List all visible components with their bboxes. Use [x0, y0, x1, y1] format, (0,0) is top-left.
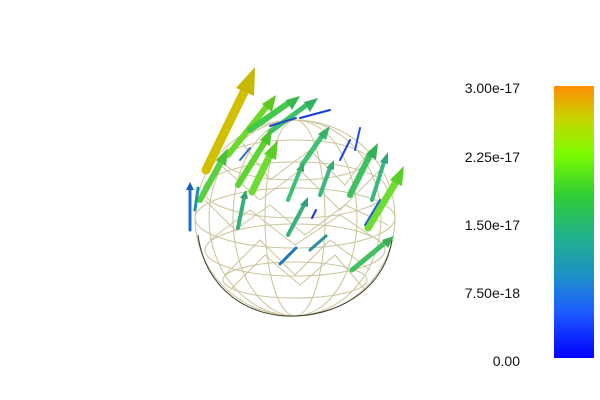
arrow-glyph	[248, 140, 278, 196]
glyph-arrows	[186, 67, 404, 273]
arrow-glyph	[299, 126, 330, 168]
arrow-glyph	[286, 197, 308, 237]
arrow-glyph	[247, 96, 300, 133]
color-bar	[554, 86, 594, 358]
arrow-glyph	[347, 143, 378, 198]
arrow-glyph	[339, 139, 351, 161]
arrow-glyph	[299, 109, 331, 119]
arrow-glyph	[193, 186, 200, 212]
arrow-glyph	[201, 67, 255, 175]
arrow-glyph	[349, 236, 394, 273]
arrow-glyph	[235, 128, 272, 188]
arrow-glyph	[267, 98, 318, 135]
arrow-glyph	[278, 246, 298, 266]
arrow-glyph	[286, 162, 304, 202]
arrow-glyph	[197, 148, 228, 203]
color-bar-tick-max: 3.00e-17	[464, 80, 520, 96]
arrow-glyph	[311, 209, 317, 219]
color-bar-tick-mid: 1.50e-17	[464, 217, 520, 233]
arrow-glyph	[308, 234, 328, 252]
color-bar-tick-lower: 7.50e-18	[464, 285, 520, 301]
color-bar-tick-upper: 2.25e-17	[464, 149, 520, 165]
arrow-glyph	[269, 117, 297, 127]
arrow-glyph	[364, 166, 404, 232]
sphere-outline	[197, 234, 393, 317]
arrow-glyph	[370, 152, 388, 202]
color-bar-tick-min: 0.00	[492, 353, 520, 369]
arrow-glyph	[236, 190, 248, 230]
arrow-glyph	[186, 182, 194, 232]
arrow-glyph	[364, 199, 381, 226]
arrow-glyph	[239, 147, 251, 161]
arrow-glyph	[318, 160, 334, 197]
arrow-glyph	[354, 127, 361, 151]
